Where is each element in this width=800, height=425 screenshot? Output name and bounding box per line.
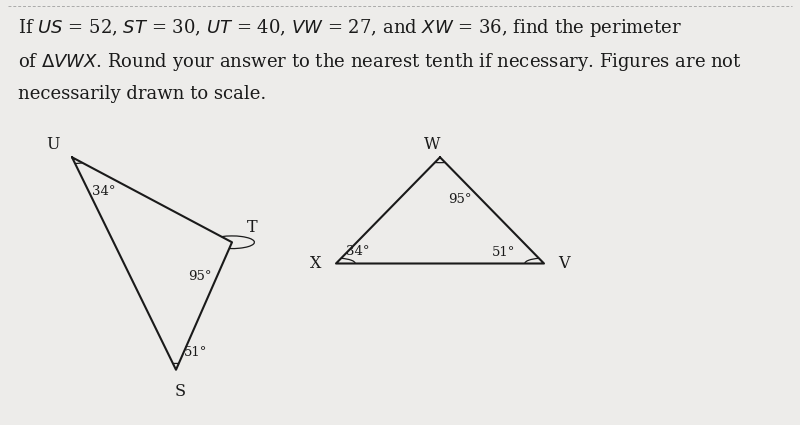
Text: 95°: 95°	[188, 270, 211, 283]
Text: V: V	[558, 255, 570, 272]
Text: necessarily drawn to scale.: necessarily drawn to scale.	[18, 85, 266, 103]
Text: of $\Delta\mathit{VWX}$. Round your answer to the nearest tenth if necessary. Fi: of $\Delta\mathit{VWX}$. Round your answ…	[18, 51, 742, 73]
Text: X: X	[310, 255, 322, 272]
Text: U: U	[46, 136, 60, 153]
Text: If $\mathit{US}$ = 52, $\mathit{ST}$ = 30, $\mathit{UT}$ = 40, $\mathit{VW}$ = 2: If $\mathit{US}$ = 52, $\mathit{ST}$ = 3…	[18, 17, 682, 39]
Text: T: T	[246, 219, 257, 236]
Text: W: W	[424, 136, 440, 153]
Text: 95°: 95°	[448, 193, 471, 207]
Text: 51°: 51°	[492, 246, 515, 259]
Text: 34°: 34°	[346, 245, 369, 258]
Text: 51°: 51°	[184, 346, 207, 359]
Text: 34°: 34°	[92, 185, 115, 198]
Text: S: S	[174, 382, 186, 399]
